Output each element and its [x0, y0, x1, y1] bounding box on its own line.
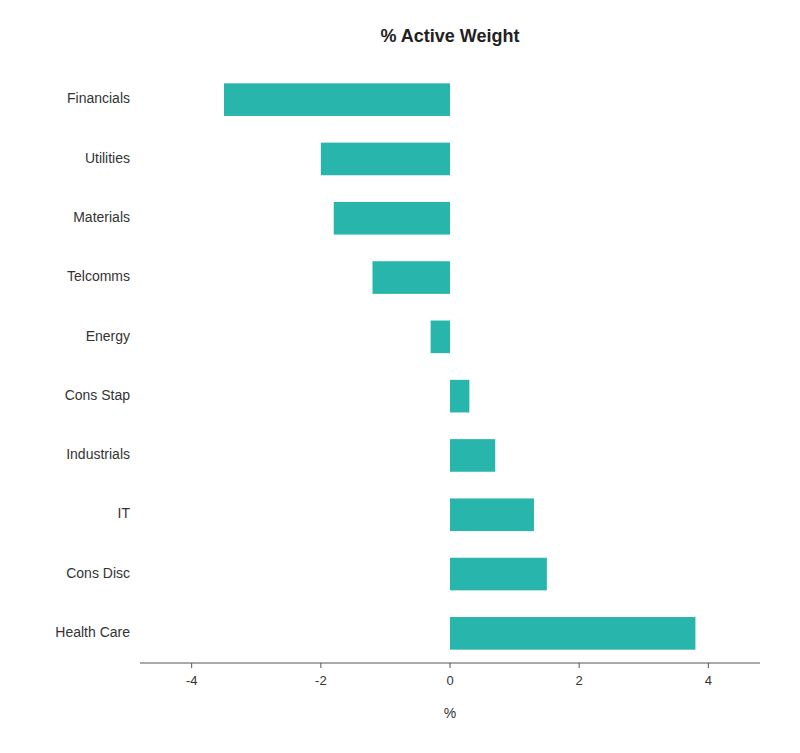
- bar: [450, 439, 495, 472]
- x-tick: [579, 663, 580, 668]
- y-tick-label: Energy: [86, 328, 130, 344]
- x-axis: -4 -2 0 2 4: [140, 663, 760, 688]
- bar: [431, 321, 450, 354]
- bar: [373, 261, 451, 294]
- chart: Financials Utilities Materials Telcomms Ener…: [0, 0, 800, 753]
- chart-container: Financials Utilities Materials Telcomms Ener…: [0, 0, 800, 753]
- y-axis: Financials Utilities Materials Telcomms Ener…: [55, 90, 130, 640]
- x-tick: [708, 663, 709, 668]
- x-tick-label: 0: [446, 673, 453, 688]
- y-tick-label: Financials: [67, 90, 130, 106]
- x-tick-label: -2: [315, 673, 327, 688]
- x-tick: [320, 663, 321, 668]
- y-tick-label: Industrials: [66, 446, 130, 462]
- title: % Active Weight: [380, 26, 519, 46]
- y-tick-label: Cons Disc: [66, 565, 130, 581]
- y-tick-label: Utilities: [85, 150, 130, 166]
- y-tick-label: Cons Stap: [65, 387, 131, 403]
- bars: [224, 83, 695, 649]
- x-tick: [191, 663, 192, 668]
- x-tick-label: -4: [186, 673, 198, 688]
- bar: [450, 558, 547, 591]
- x-tick-label: 4: [705, 673, 712, 688]
- bar: [450, 498, 534, 531]
- y-tick-label: IT: [118, 505, 131, 521]
- bar: [450, 380, 469, 413]
- bar: [334, 202, 450, 235]
- x-tick: [450, 663, 451, 668]
- y-tick-label: Telcomms: [67, 268, 130, 284]
- x-tick-label: 2: [576, 673, 583, 688]
- y-tick-label: Health Care: [55, 624, 130, 640]
- bar: [321, 143, 450, 176]
- bar: [224, 83, 450, 116]
- x-axis-label: %: [444, 705, 456, 721]
- bar: [450, 617, 695, 650]
- y-tick-label: Materials: [73, 209, 130, 225]
